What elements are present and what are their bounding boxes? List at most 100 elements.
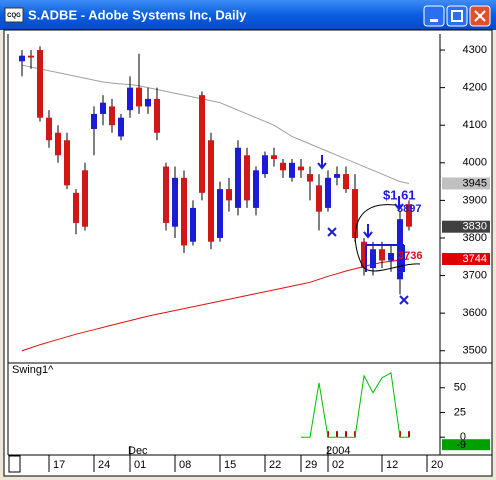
candle-body <box>352 189 358 238</box>
candle-body <box>28 55 34 58</box>
candle-body <box>316 185 322 212</box>
x-tick-label: 17 <box>53 459 65 471</box>
candle-body <box>37 50 43 118</box>
candle-body <box>379 249 385 261</box>
candle-body <box>397 219 403 280</box>
candle-body <box>154 98 160 133</box>
candle-body <box>109 106 115 126</box>
candle-body <box>325 177 331 208</box>
signal-arrow <box>394 196 404 211</box>
window-buttons[interactable] <box>423 5 491 27</box>
y-tick-label: 4200 <box>463 82 487 94</box>
candle-body <box>145 98 151 107</box>
candle-body <box>334 174 340 178</box>
x-tick-label: 01 <box>134 459 146 471</box>
candle-body <box>217 189 223 238</box>
swing-line <box>301 372 409 438</box>
candle-body <box>226 189 232 201</box>
app-icon <box>4 7 24 23</box>
x-tick-label: 15 <box>224 459 236 471</box>
annotation: 3897 <box>397 203 421 215</box>
title-bar <box>0 0 496 30</box>
minimize-button[interactable] <box>423 5 445 27</box>
price-label-box <box>442 253 490 266</box>
candle-body <box>136 87 142 107</box>
candle-body <box>208 140 214 242</box>
x-tick-label: 29 <box>305 459 317 471</box>
candle-body <box>19 55 25 62</box>
month-label: 2004 <box>326 445 350 457</box>
candle-body <box>253 170 259 208</box>
last-value-box <box>442 439 490 451</box>
signal-arrow <box>317 155 327 170</box>
candle-body <box>280 162 286 171</box>
y-tick-label: 25 <box>454 406 466 418</box>
candle-body <box>235 147 241 208</box>
icon-text: CQG <box>7 13 21 19</box>
candle-body <box>118 117 124 137</box>
moving-average <box>21 64 410 184</box>
x-tick-label: 24 <box>98 459 110 471</box>
candle-body <box>298 166 304 171</box>
candle-body <box>127 87 133 111</box>
y-tick-label: 50 <box>454 382 466 394</box>
month-label: Dec <box>128 445 148 457</box>
candle-body <box>289 162 295 178</box>
client-area <box>3 29 493 477</box>
candle-body <box>55 132 61 156</box>
price-label: 3830 <box>463 221 487 233</box>
signal-arrow <box>363 224 373 239</box>
target-arc <box>354 204 421 272</box>
signal-cross <box>399 295 409 305</box>
y-tick-label: 0 <box>460 431 466 443</box>
y-tick-label: 3700 <box>463 269 487 281</box>
target-bracket <box>365 244 405 272</box>
minimize-glyph <box>430 19 438 22</box>
candle-body <box>172 177 178 227</box>
price-label: 3744 <box>463 253 487 265</box>
scroll-box[interactable] <box>8 455 21 473</box>
price-label: 3945 <box>463 177 487 189</box>
maximize-button[interactable] <box>446 5 468 27</box>
close-glyph <box>474 10 486 22</box>
candle-body <box>244 155 250 201</box>
y-tick-label: 3500 <box>463 345 487 357</box>
y-tick-label: 4100 <box>463 119 487 131</box>
candle-body <box>82 170 88 227</box>
candle-body <box>163 166 169 223</box>
candle-body <box>370 249 376 269</box>
candle-body <box>46 117 52 141</box>
candle-body <box>307 174 313 182</box>
y-tick-label: 3600 <box>463 307 487 319</box>
x-tick-label: 02 <box>332 459 344 471</box>
y-tick-label: 3900 <box>463 194 487 206</box>
price-label-box <box>442 177 490 190</box>
moving-average <box>21 258 410 352</box>
candle-body <box>73 192 79 223</box>
window-title: S.ADBE - Adobe Systems Inc, Daily <box>28 7 247 22</box>
candle-body <box>91 113 97 129</box>
candle-body <box>181 177 187 246</box>
candle-body <box>100 102 106 114</box>
signal-cross <box>327 227 337 237</box>
maximize-glyph <box>451 10 463 22</box>
price-label-box <box>442 220 490 233</box>
candle-body <box>388 253 394 261</box>
y-tick-label: 4300 <box>463 44 487 56</box>
y-tick-label: 4000 <box>463 157 487 169</box>
y-tick-label: 3800 <box>463 232 487 244</box>
candle-body <box>262 155 268 175</box>
x-tick-label: 22 <box>269 459 281 471</box>
candle-body <box>199 95 205 193</box>
study-title: Swing1^ <box>12 364 54 376</box>
candle-body <box>271 155 277 160</box>
annotation: $1.61 <box>383 187 416 202</box>
last-value: -9 <box>456 439 466 451</box>
annotation: 3736 <box>398 250 422 262</box>
candle-body <box>190 207 196 242</box>
candle-body <box>343 174 349 190</box>
x-tick-label: 12 <box>386 459 398 471</box>
candle-body <box>406 204 412 227</box>
x-tick-label: 20 <box>431 459 443 471</box>
